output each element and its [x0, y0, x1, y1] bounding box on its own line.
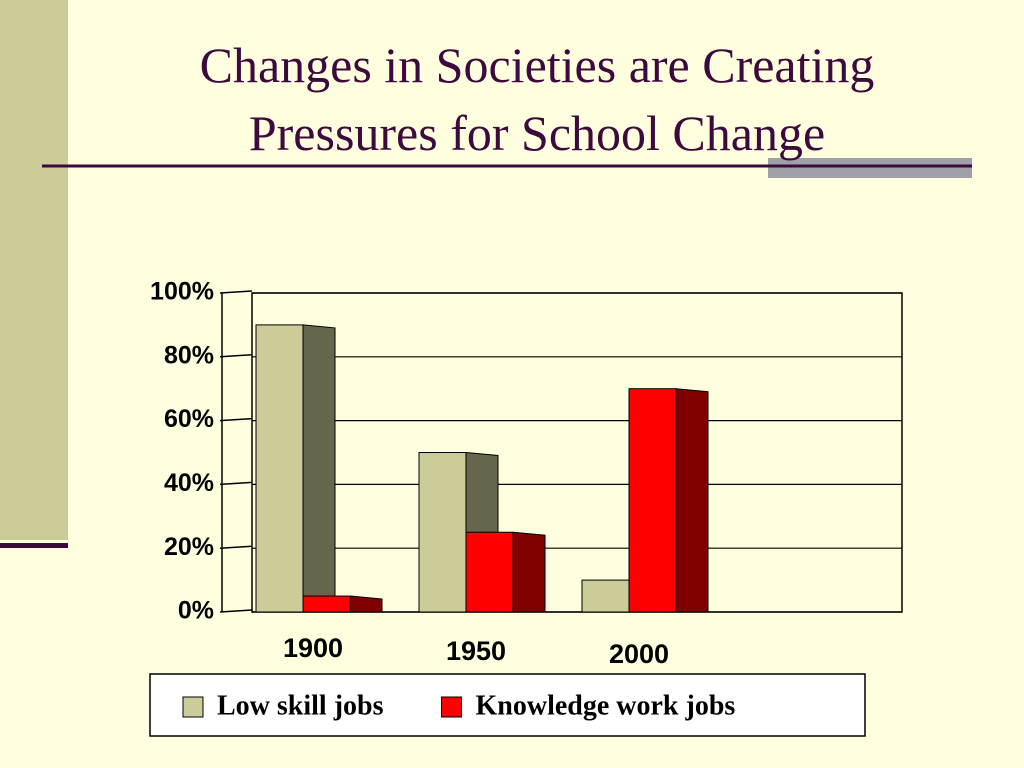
bar-side — [302, 324, 336, 613]
y-tick-label: 40% — [164, 469, 214, 497]
legend-swatch — [441, 696, 462, 718]
y-tick-label: 0% — [178, 597, 214, 625]
bar — [302, 595, 351, 613]
legend-swatch — [182, 696, 204, 718]
tick-mark — [219, 417, 253, 422]
x-tick-label: 2000 — [609, 639, 669, 669]
chart-title: Pressures for School Change — [249, 105, 825, 161]
y-tick-label: 80% — [164, 341, 214, 369]
bar-side — [675, 388, 709, 613]
legend-label: Low skill jobs — [217, 690, 384, 721]
x-tick-label: 1950 — [446, 636, 506, 666]
bar-side — [349, 595, 383, 613]
legend — [149, 673, 866, 737]
y-tick-label: 20% — [164, 533, 214, 561]
side-band — [0, 0, 68, 540]
tick-mark — [219, 545, 253, 549]
chart-title: Changes in Societies are Creating — [200, 37, 875, 93]
tick-mark — [219, 609, 253, 613]
bar — [255, 324, 304, 613]
tick-mark — [219, 481, 253, 486]
tick-mark — [219, 290, 253, 294]
side-rule — [0, 543, 68, 548]
y-tick-label: 60% — [164, 405, 214, 433]
bar — [628, 388, 677, 613]
legend-label: Knowledge work jobs — [476, 690, 736, 721]
plot-wall — [251, 292, 903, 613]
y-tick-label: 100% — [150, 278, 214, 306]
bar-side — [512, 531, 546, 613]
bar — [581, 579, 630, 613]
tick-mark — [219, 354, 253, 358]
bar — [418, 452, 467, 613]
bar — [465, 531, 514, 613]
x-tick-label: 1900 — [283, 633, 343, 663]
title-accent — [768, 158, 972, 178]
